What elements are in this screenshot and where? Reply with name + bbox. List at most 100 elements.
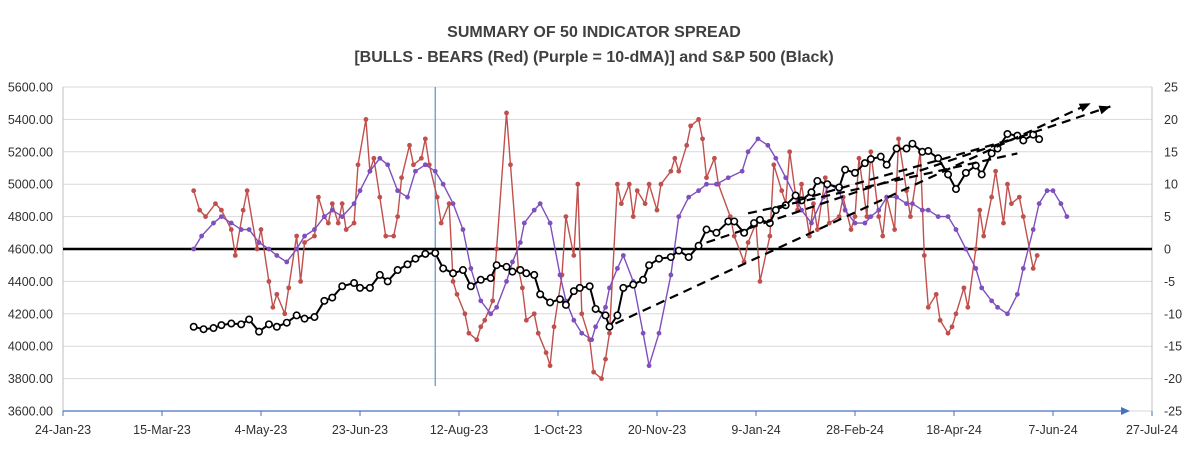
spread-point (989, 194, 995, 200)
ma-point (904, 201, 909, 207)
sp500-point (876, 152, 885, 161)
x-tick-label: 23-Jun-23 (332, 423, 388, 437)
ma-point (668, 272, 674, 278)
ma-point (765, 142, 771, 148)
spread-point (1016, 194, 1022, 200)
spread-point (1034, 253, 1040, 258)
spread-point (599, 376, 604, 381)
spread-point (937, 317, 943, 323)
spread-point (286, 285, 292, 291)
spread-point (325, 220, 331, 226)
spread-point (339, 201, 345, 207)
ma-point (963, 246, 969, 252)
spread-point (876, 214, 882, 220)
spread-point (203, 214, 208, 220)
ma-point (876, 207, 882, 213)
spread-point (925, 304, 931, 310)
sp500-point (492, 261, 501, 270)
spread-point (258, 227, 264, 232)
ma-point (571, 317, 577, 323)
spread-point (852, 214, 858, 220)
series-layer (63, 87, 1152, 386)
sp500-point (629, 280, 638, 289)
spread-point (563, 214, 569, 220)
spread-point (519, 285, 525, 291)
x-tick-label: 28-Feb-24 (826, 423, 884, 437)
y-left-tick-label: 4000.00 (8, 340, 53, 354)
ma-point (1005, 311, 1010, 317)
sp500-point (591, 304, 600, 313)
sp500-point (530, 270, 539, 279)
ma-point (405, 194, 410, 200)
spread-point (668, 168, 674, 174)
ma-point (809, 220, 814, 226)
sp500-point (619, 283, 628, 292)
sp500-point (199, 325, 208, 334)
spread-point (672, 155, 678, 161)
ma-point (686, 194, 692, 200)
spread-point (1005, 181, 1010, 187)
spread-point (626, 181, 632, 187)
spread-point (335, 220, 341, 226)
spread-point (494, 246, 500, 252)
spread-point (551, 324, 557, 330)
ma-point (246, 227, 252, 232)
sp500-point (292, 311, 301, 320)
ma-point (593, 324, 599, 330)
sp500-point (403, 260, 412, 269)
spread-point (508, 162, 513, 168)
sp500-point (365, 283, 374, 292)
sp500-point (350, 279, 359, 288)
spread-point (908, 214, 913, 220)
spread-point (418, 155, 424, 161)
spread-point (446, 201, 452, 207)
ma-point (517, 240, 523, 245)
sp500-point (771, 206, 780, 215)
sp500-point (561, 300, 570, 309)
sp500-point (486, 274, 495, 283)
trend-line (747, 152, 1018, 215)
y-left-tick-label: 4800.00 (8, 210, 53, 224)
ma-point (1044, 188, 1050, 194)
x-tick-label: 24-Jan-23 (35, 423, 91, 437)
spread-point (254, 246, 260, 252)
sp500-point (613, 311, 622, 320)
ma-point (640, 330, 646, 336)
ma-point (1036, 201, 1042, 207)
spread-point (864, 214, 870, 220)
spread-point (615, 181, 620, 187)
sp500-point (892, 144, 901, 153)
y-left-tick-label: 3600.00 (8, 405, 53, 419)
ma-point (995, 304, 1000, 310)
sp500-point (601, 311, 610, 320)
ma-point (884, 194, 890, 200)
ma-point (329, 207, 335, 213)
spread-point (351, 220, 357, 226)
sp500-point (639, 275, 648, 284)
spread-point (266, 279, 272, 284)
ma-point (714, 181, 719, 187)
spread-point (434, 194, 440, 200)
sp500-point (375, 270, 384, 279)
spread-point (767, 233, 773, 239)
ma-point (504, 279, 509, 284)
ma-point (339, 214, 345, 220)
spread-point (688, 123, 694, 129)
sp500-point (536, 290, 545, 299)
sp500-point (666, 253, 675, 262)
ma-point (773, 155, 779, 161)
x-tick-label: 1-Oct-23 (534, 423, 583, 437)
spread-point (474, 337, 480, 343)
trend-arrowhead (1078, 103, 1091, 112)
spread-point (848, 227, 854, 232)
spread-point (504, 110, 509, 116)
spread-point (771, 162, 777, 168)
sp500-point (934, 154, 943, 163)
ma-point (422, 162, 428, 168)
sp500-point (546, 298, 555, 307)
spread-point (355, 162, 361, 168)
sp500-point (310, 313, 319, 322)
sp500-point (977, 170, 986, 179)
sp500-point (654, 254, 663, 263)
